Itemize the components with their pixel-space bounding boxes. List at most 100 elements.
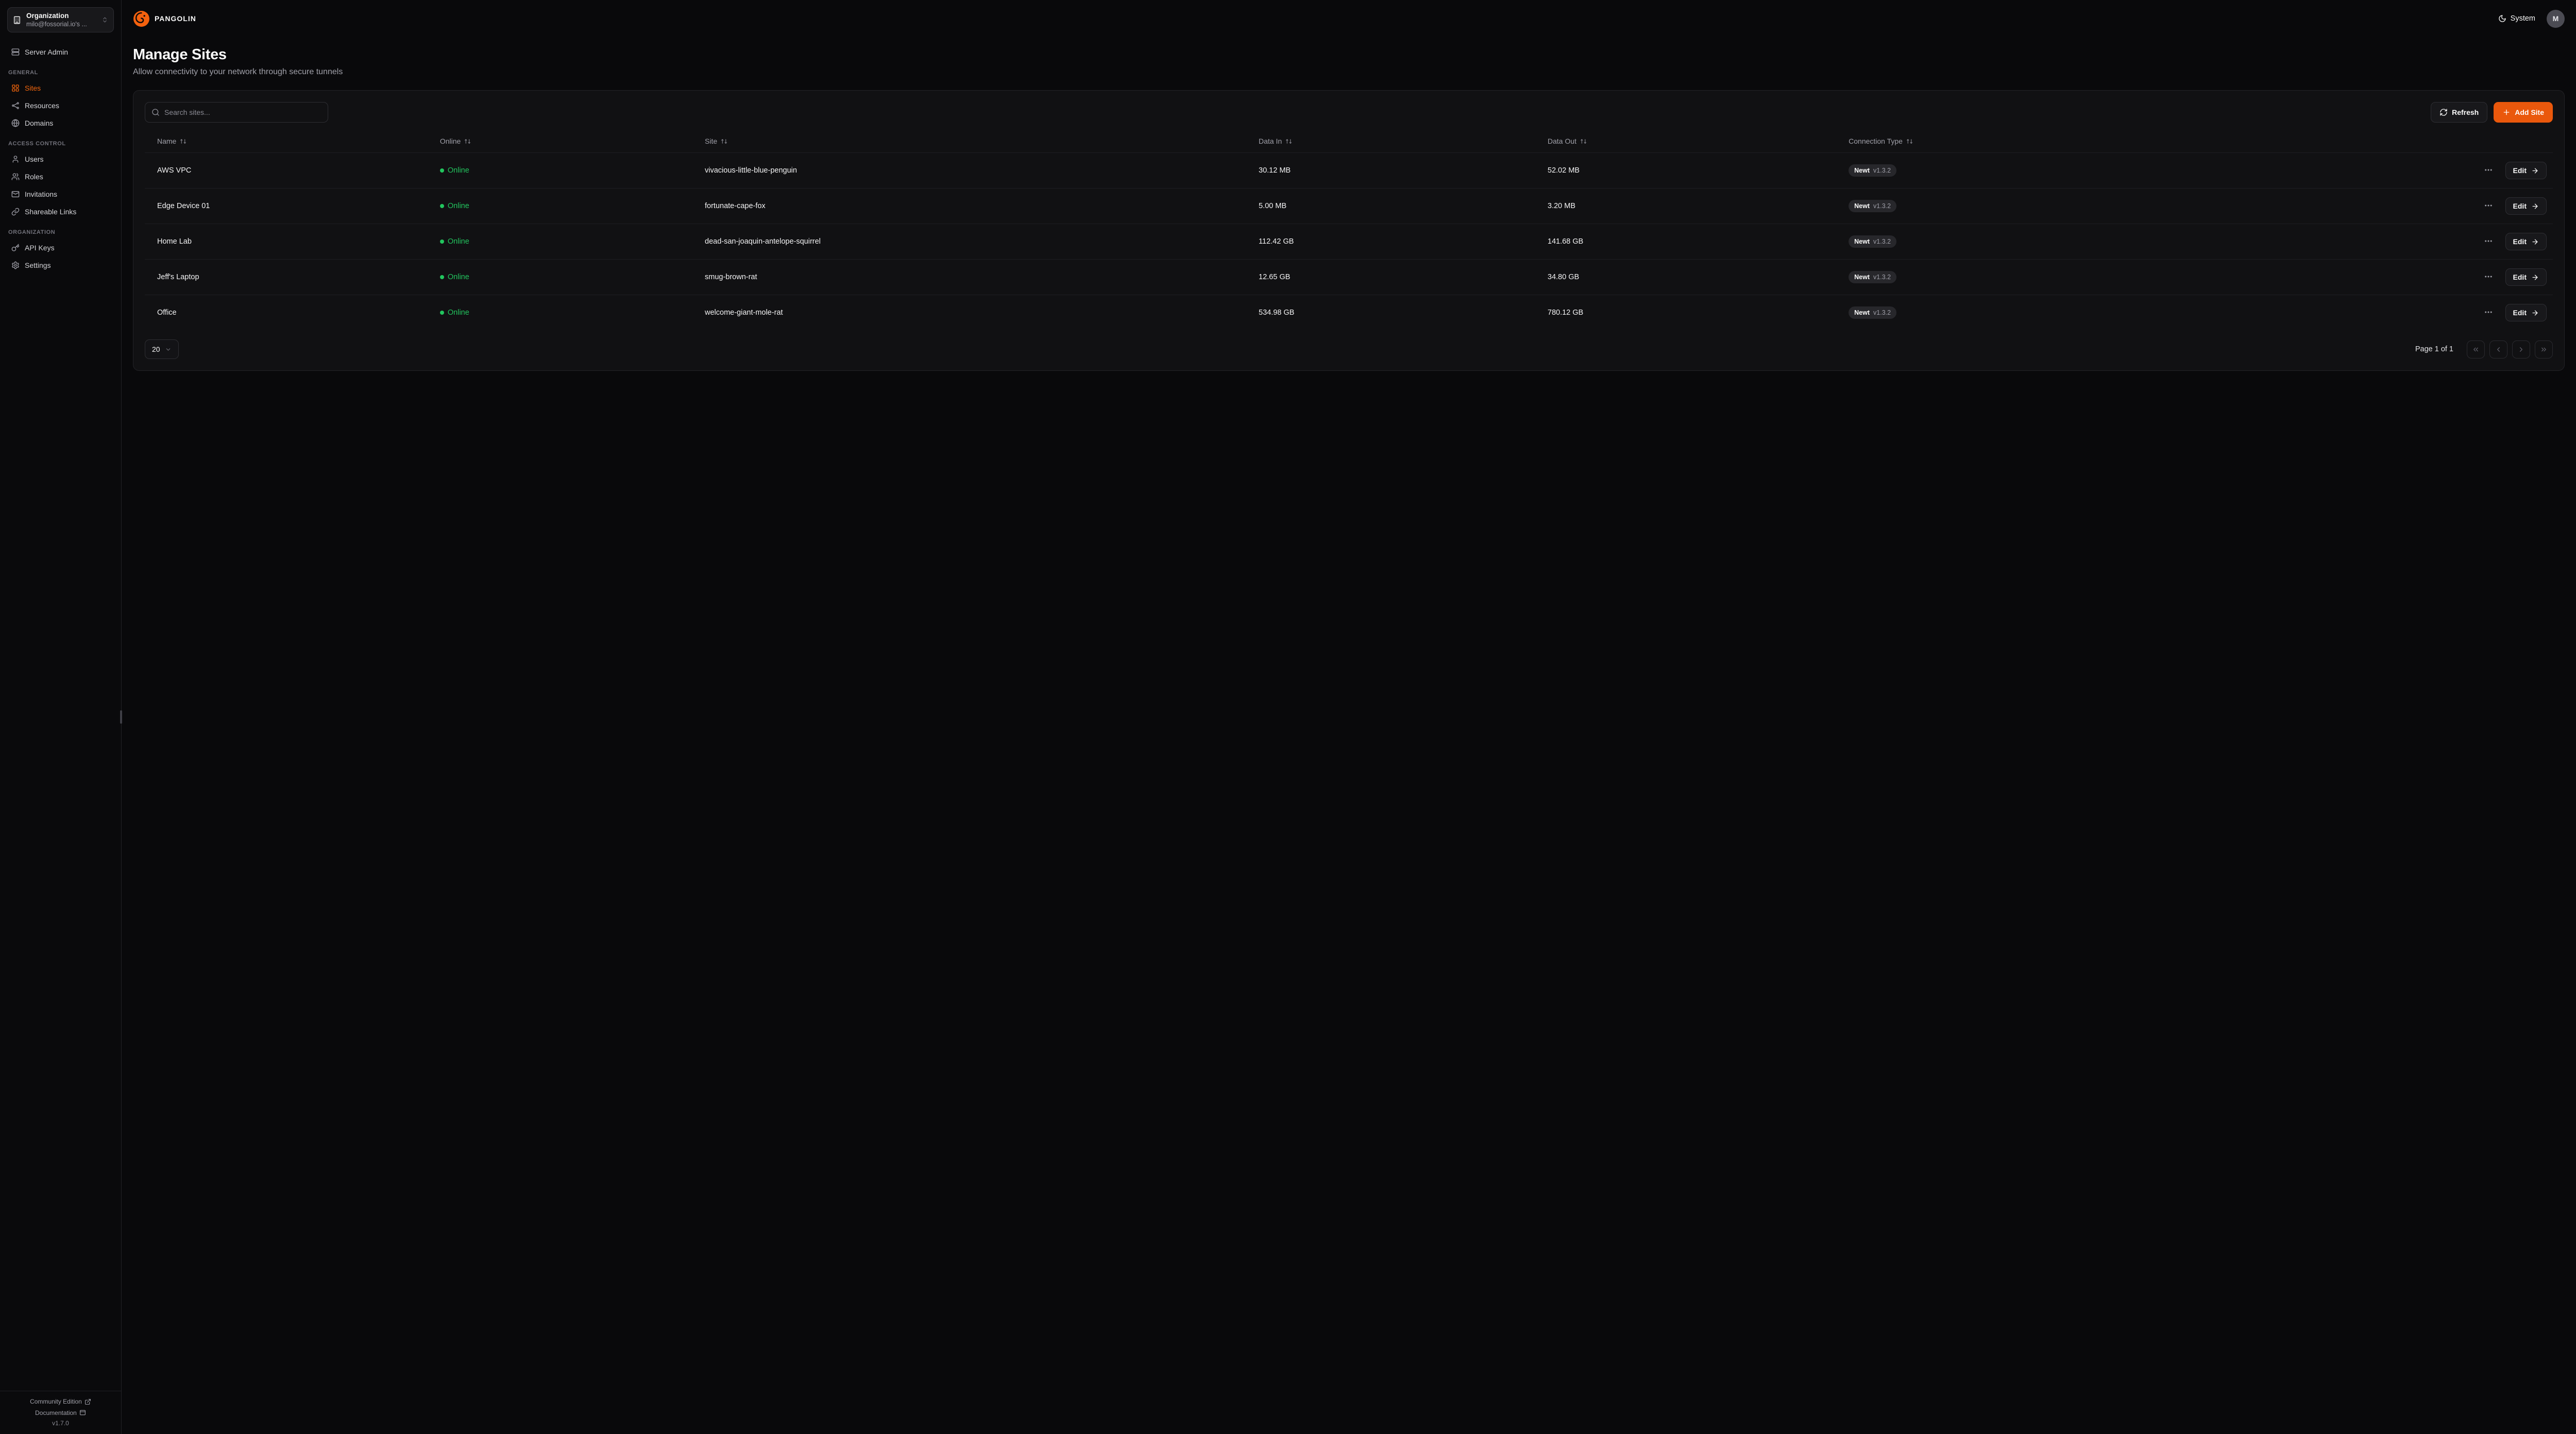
sidebar-item-label: Sites <box>25 84 41 92</box>
sidebar-item-label: Settings <box>25 261 51 269</box>
sort-icon <box>180 139 187 144</box>
row-actions-cell: Edit <box>2227 295 2553 330</box>
arrow-right-icon <box>2532 275 2538 280</box>
data-in-cell: 30.12 MB <box>1252 152 1541 189</box>
ellipsis-icon <box>2484 204 2492 206</box>
online-status-label: Online <box>447 237 469 246</box>
row-more-button[interactable] <box>2482 234 2495 249</box>
previous-page-button[interactable] <box>2489 340 2507 358</box>
last-page-button[interactable] <box>2535 340 2553 358</box>
brand-logo[interactable]: PANGOLIN <box>133 10 196 27</box>
moon-icon <box>2498 15 2506 22</box>
arrow-right-icon <box>2532 239 2538 244</box>
connection-type-cell: Newt v1.3.2 <box>1842 295 2228 330</box>
online-status-label: Online <box>447 309 469 317</box>
page-title: Manage Sites <box>133 46 227 63</box>
sidebar-footer: Community Edition Documentation v1.7.0 <box>0 1391 121 1434</box>
globe-icon <box>11 119 20 127</box>
row-more-button[interactable] <box>2482 270 2495 285</box>
sidebar-item-sites[interactable]: Sites <box>7 80 114 96</box>
org-switcher-value: milo@fossorial.io's ... <box>26 21 87 28</box>
site-slug-cell: welcome-giant-mole-rat <box>699 295 1253 330</box>
column-header-connection-type[interactable]: Connection Type <box>1842 130 2228 153</box>
connection-name: Newt <box>1854 167 1870 174</box>
column-header-name[interactable]: Name <box>145 130 434 153</box>
online-status-label: Online <box>447 202 469 210</box>
theme-toggle[interactable]: System <box>2498 14 2535 23</box>
sidebar-item-label: Domains <box>25 119 54 127</box>
key-icon <box>11 244 20 251</box>
site-name-cell: AWS VPC <box>145 152 434 189</box>
sidebar-item-shareable-links[interactable]: Shareable Links <box>7 203 114 220</box>
edit-label: Edit <box>2513 166 2527 175</box>
column-label: Online <box>439 137 461 145</box>
page-info: Page 1 of 1 <box>2415 345 2453 353</box>
table-row: Edge Device 01 Online fortunate-cape-fox… <box>145 188 2553 224</box>
chevrons-up-down-icon <box>103 17 107 23</box>
sidebar-item-roles[interactable]: Roles <box>7 168 114 185</box>
connection-type-badge: Newt v1.3.2 <box>1849 235 1897 248</box>
row-edit-button[interactable]: Edit <box>2505 162 2547 179</box>
sidebar-item-settings[interactable]: Settings <box>7 257 114 274</box>
add-site-button[interactable]: Add Site <box>2494 102 2553 123</box>
add-site-label: Add Site <box>2515 108 2544 116</box>
row-actions-cell: Edit <box>2227 188 2553 224</box>
link-icon <box>11 208 20 216</box>
row-edit-button[interactable]: Edit <box>2505 304 2547 321</box>
connection-type-badge: Newt v1.3.2 <box>1849 306 1897 319</box>
main-content: PANGOLIN System M Manage Sites Allow con… <box>122 0 2576 1434</box>
online-dot <box>439 204 444 208</box>
resources-nodes-icon <box>12 102 19 109</box>
edit-label: Edit <box>2513 309 2527 317</box>
row-edit-button[interactable]: Edit <box>2505 197 2547 215</box>
connection-type-badge: Newt v1.3.2 <box>1849 164 1897 177</box>
sidebar-item-api-keys[interactable]: API Keys <box>7 240 114 256</box>
column-header-data-in[interactable]: Data In <box>1252 130 1541 153</box>
page-size-select[interactable]: 20 <box>145 339 179 359</box>
data-out-cell: 34.80 GB <box>1541 259 1843 295</box>
page-size-value: 20 <box>152 345 160 353</box>
column-header-data-out[interactable]: Data Out <box>1541 130 1842 153</box>
pangolin-logo-icon <box>133 10 149 27</box>
table-header-row: Name Online Site Data In Data Out Connec… <box>145 130 2553 153</box>
arrow-right-icon <box>2532 168 2538 173</box>
connection-type-cell: Newt v1.3.2 <box>1842 259 2228 295</box>
column-header-site[interactable]: Site <box>699 130 1252 153</box>
column-label: Data In <box>1259 137 1282 145</box>
sidebar-item-resources[interactable]: Resources <box>7 97 114 114</box>
brand-name: PANGOLIN <box>155 14 196 23</box>
sidebar-item-invitations[interactable]: Invitations <box>7 186 114 202</box>
row-actions-cell: Edit <box>2227 152 2553 189</box>
community-edition-link[interactable]: Community Edition <box>30 1398 91 1405</box>
connection-name: Newt <box>1854 274 1870 281</box>
online-dot <box>439 168 444 173</box>
gear-icon <box>12 261 19 269</box>
column-header-online[interactable]: Online <box>434 130 699 153</box>
app-version: v1.7.0 <box>52 1420 69 1427</box>
row-more-button[interactable] <box>2482 305 2495 320</box>
row-edit-button[interactable]: Edit <box>2505 268 2547 286</box>
chevrons-left-icon <box>2473 347 2478 351</box>
edit-label: Edit <box>2513 202 2527 210</box>
refresh-label: Refresh <box>2452 108 2479 116</box>
section-heading-access-control: ACCESS CONTROL <box>8 141 66 147</box>
row-edit-button[interactable]: Edit <box>2505 233 2547 250</box>
search-icon <box>152 109 159 116</box>
refresh-button[interactable]: Refresh <box>2431 102 2488 123</box>
column-header-actions <box>2228 130 2553 153</box>
documentation-link[interactable]: Documentation <box>35 1409 86 1416</box>
org-switcher[interactable]: Organization milo@fossorial.io's ... <box>7 7 114 32</box>
connection-version: v1.3.2 <box>1873 202 1891 210</box>
sidebar-item-users[interactable]: Users <box>7 151 114 167</box>
search-input[interactable] <box>164 108 321 116</box>
next-page-button[interactable] <box>2512 340 2530 358</box>
mail-icon <box>11 191 20 198</box>
online-status-cell: Online <box>433 295 699 330</box>
row-more-button[interactable] <box>2482 163 2495 178</box>
user-avatar[interactable]: M <box>2547 9 2565 28</box>
first-page-button[interactable] <box>2467 340 2485 358</box>
sidebar-item-domains[interactable]: Domains <box>7 115 114 131</box>
row-more-button[interactable] <box>2482 199 2495 214</box>
sidebar-item-server-admin[interactable]: Server Admin <box>7 44 114 60</box>
sidebar-resize-handle[interactable] <box>120 710 122 724</box>
